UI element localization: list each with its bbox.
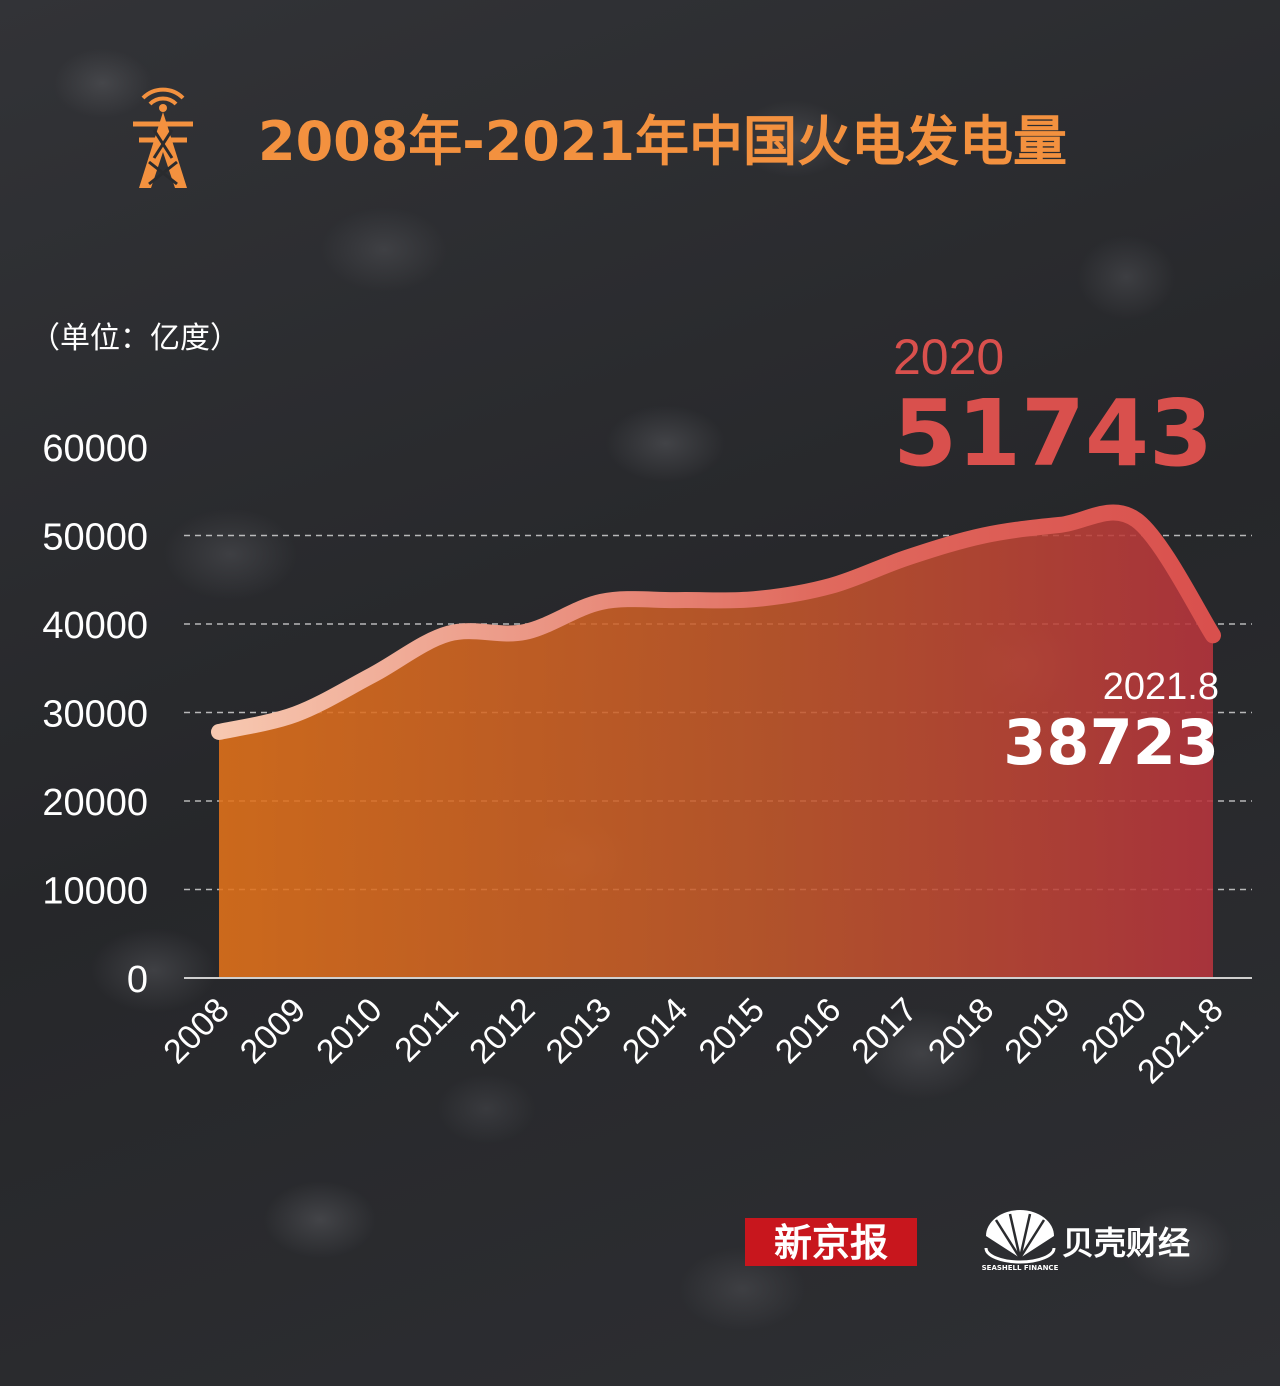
latest-value-label: 38723	[1003, 706, 1219, 779]
data-point	[288, 707, 302, 721]
x-tick-label: 2009	[233, 991, 313, 1071]
x-tick-label: 2019	[997, 991, 1077, 1071]
series-line	[211, 504, 1221, 740]
transmission-tower-icon	[133, 87, 193, 188]
y-tick-label: 60000	[42, 428, 148, 470]
x-tick-label: 2013	[539, 991, 619, 1071]
beike-logo-text: 贝壳财经	[1062, 1224, 1190, 1262]
x-tick-label: 2021.8	[1130, 991, 1230, 1091]
y-tick-label: 50000	[42, 517, 148, 559]
latest-year-label: 2021.8	[1103, 666, 1219, 708]
y-tick-label: 30000	[42, 694, 148, 736]
peak-value-label: 51743	[893, 380, 1213, 487]
y-axis-ticks: 0 10000 20000 30000 40000 50000 60000	[42, 428, 148, 1001]
x-tick-label: 2014	[615, 991, 695, 1071]
x-tick-label: 2016	[768, 991, 848, 1071]
data-point	[441, 627, 455, 641]
data-point	[977, 529, 991, 543]
peak-year-label: 2020	[893, 329, 1004, 385]
data-point	[1130, 513, 1144, 527]
x-tick-label: 2011	[387, 991, 466, 1070]
data-point	[900, 551, 914, 565]
bjnews-logo: 新京报	[745, 1218, 917, 1266]
beike-logo-subtitle: SEASHELL FINANCE	[982, 1264, 1059, 1272]
chart-title: 2008年-2021年中国火电发电量	[258, 110, 1067, 173]
x-tick-label: 2008	[156, 991, 236, 1071]
x-tick-label: 2015	[692, 991, 772, 1071]
y-tick-label: 10000	[42, 871, 148, 913]
data-point	[1206, 628, 1220, 642]
data-point	[824, 579, 838, 593]
data-point	[212, 725, 226, 739]
beike-logo: SEASHELL FINANCE 贝壳财经	[982, 1210, 1190, 1272]
y-tick-label: 40000	[42, 605, 148, 647]
y-tick-label: 0	[127, 959, 148, 1001]
unit-label: （单位：亿度）	[30, 321, 240, 356]
data-point	[671, 593, 685, 607]
x-tick-label: 2012	[462, 991, 542, 1071]
seashell-icon	[984, 1210, 1056, 1264]
area-fill	[219, 512, 1213, 978]
data-point	[365, 668, 379, 682]
data-point	[594, 595, 608, 609]
x-tick-label: 2018	[921, 991, 1001, 1071]
data-point	[1053, 518, 1067, 532]
y-tick-label: 20000	[42, 782, 148, 824]
x-tick-label: 2017	[844, 991, 924, 1071]
x-tick-label: 2010	[309, 991, 389, 1071]
data-point	[747, 592, 761, 606]
data-point	[518, 625, 532, 639]
x-axis-ticks: 2008200920102011201220132014201520162017…	[156, 991, 1230, 1091]
bjnews-logo-text: 新京报	[774, 1220, 888, 1265]
